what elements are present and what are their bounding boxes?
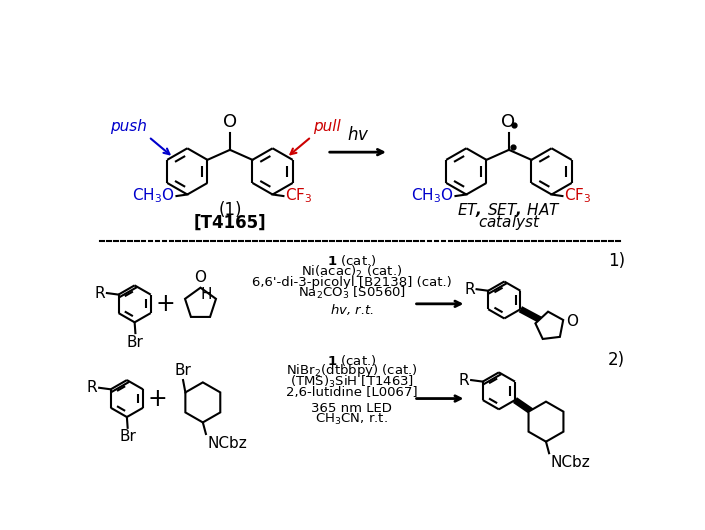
Text: NCbz: NCbz [551, 455, 590, 470]
Text: pull: pull [313, 119, 341, 135]
Text: NiBr$_2$(dtbbpy) (cat.): NiBr$_2$(dtbbpy) (cat.) [286, 363, 417, 379]
Text: 1): 1) [608, 252, 625, 270]
Text: O: O [501, 113, 515, 131]
Text: H: H [201, 287, 212, 302]
Text: Na$_2$CO$_3$ [S0560]: Na$_2$CO$_3$ [S0560] [298, 285, 405, 301]
Text: 2): 2) [608, 351, 625, 369]
Text: CF$_3$: CF$_3$ [285, 187, 312, 206]
Text: $hv$: $hv$ [347, 127, 369, 145]
Text: Br: Br [127, 334, 144, 350]
Text: +: + [148, 386, 168, 411]
Text: $\mathbf{1}$ (cat.): $\mathbf{1}$ (cat.) [327, 253, 376, 268]
Text: R: R [87, 380, 97, 395]
Text: 365 nm LED: 365 nm LED [311, 402, 392, 415]
Text: R: R [459, 373, 470, 387]
Text: R: R [465, 282, 475, 297]
Text: O: O [566, 314, 578, 329]
Text: R: R [94, 286, 105, 301]
Text: CH$_3$O: CH$_3$O [133, 187, 175, 206]
Text: 6,6'-di-3-picolyl [B2138] (cat.): 6,6'-di-3-picolyl [B2138] (cat.) [252, 276, 451, 289]
Text: 2,6-lutidine [L0067]: 2,6-lutidine [L0067] [286, 386, 417, 399]
Text: Ni(acac)$_2$ (cat.): Ni(acac)$_2$ (cat.) [301, 263, 403, 279]
Text: +: + [156, 292, 176, 316]
Text: push: push [110, 119, 147, 135]
Text: $catalyst$: $catalyst$ [477, 214, 540, 233]
Text: [T4165]: [T4165] [194, 214, 266, 232]
Text: $ET$, $SET$, $HAT$: $ET$, $SET$, $HAT$ [457, 201, 561, 219]
Text: CH$_3$CN, r.t.: CH$_3$CN, r.t. [315, 412, 388, 427]
Text: Br: Br [175, 363, 192, 378]
Text: O: O [195, 270, 207, 285]
Polygon shape [185, 382, 220, 422]
Text: CF$_3$: CF$_3$ [564, 187, 591, 206]
Text: (TMS)$_3$SiH [T1463]: (TMS)$_3$SiH [T1463] [290, 374, 414, 390]
Polygon shape [529, 402, 563, 441]
Text: O: O [223, 113, 237, 131]
Polygon shape [535, 312, 563, 339]
Text: NCbz: NCbz [207, 436, 247, 450]
Text: (1): (1) [219, 201, 242, 219]
Polygon shape [185, 288, 216, 317]
Text: $hv$, r.t.: $hv$, r.t. [330, 302, 374, 317]
Text: $\mathbf{1}$ (cat.): $\mathbf{1}$ (cat.) [327, 352, 376, 367]
Text: Br: Br [119, 429, 136, 444]
Text: CH$_3$O: CH$_3$O [411, 187, 454, 206]
